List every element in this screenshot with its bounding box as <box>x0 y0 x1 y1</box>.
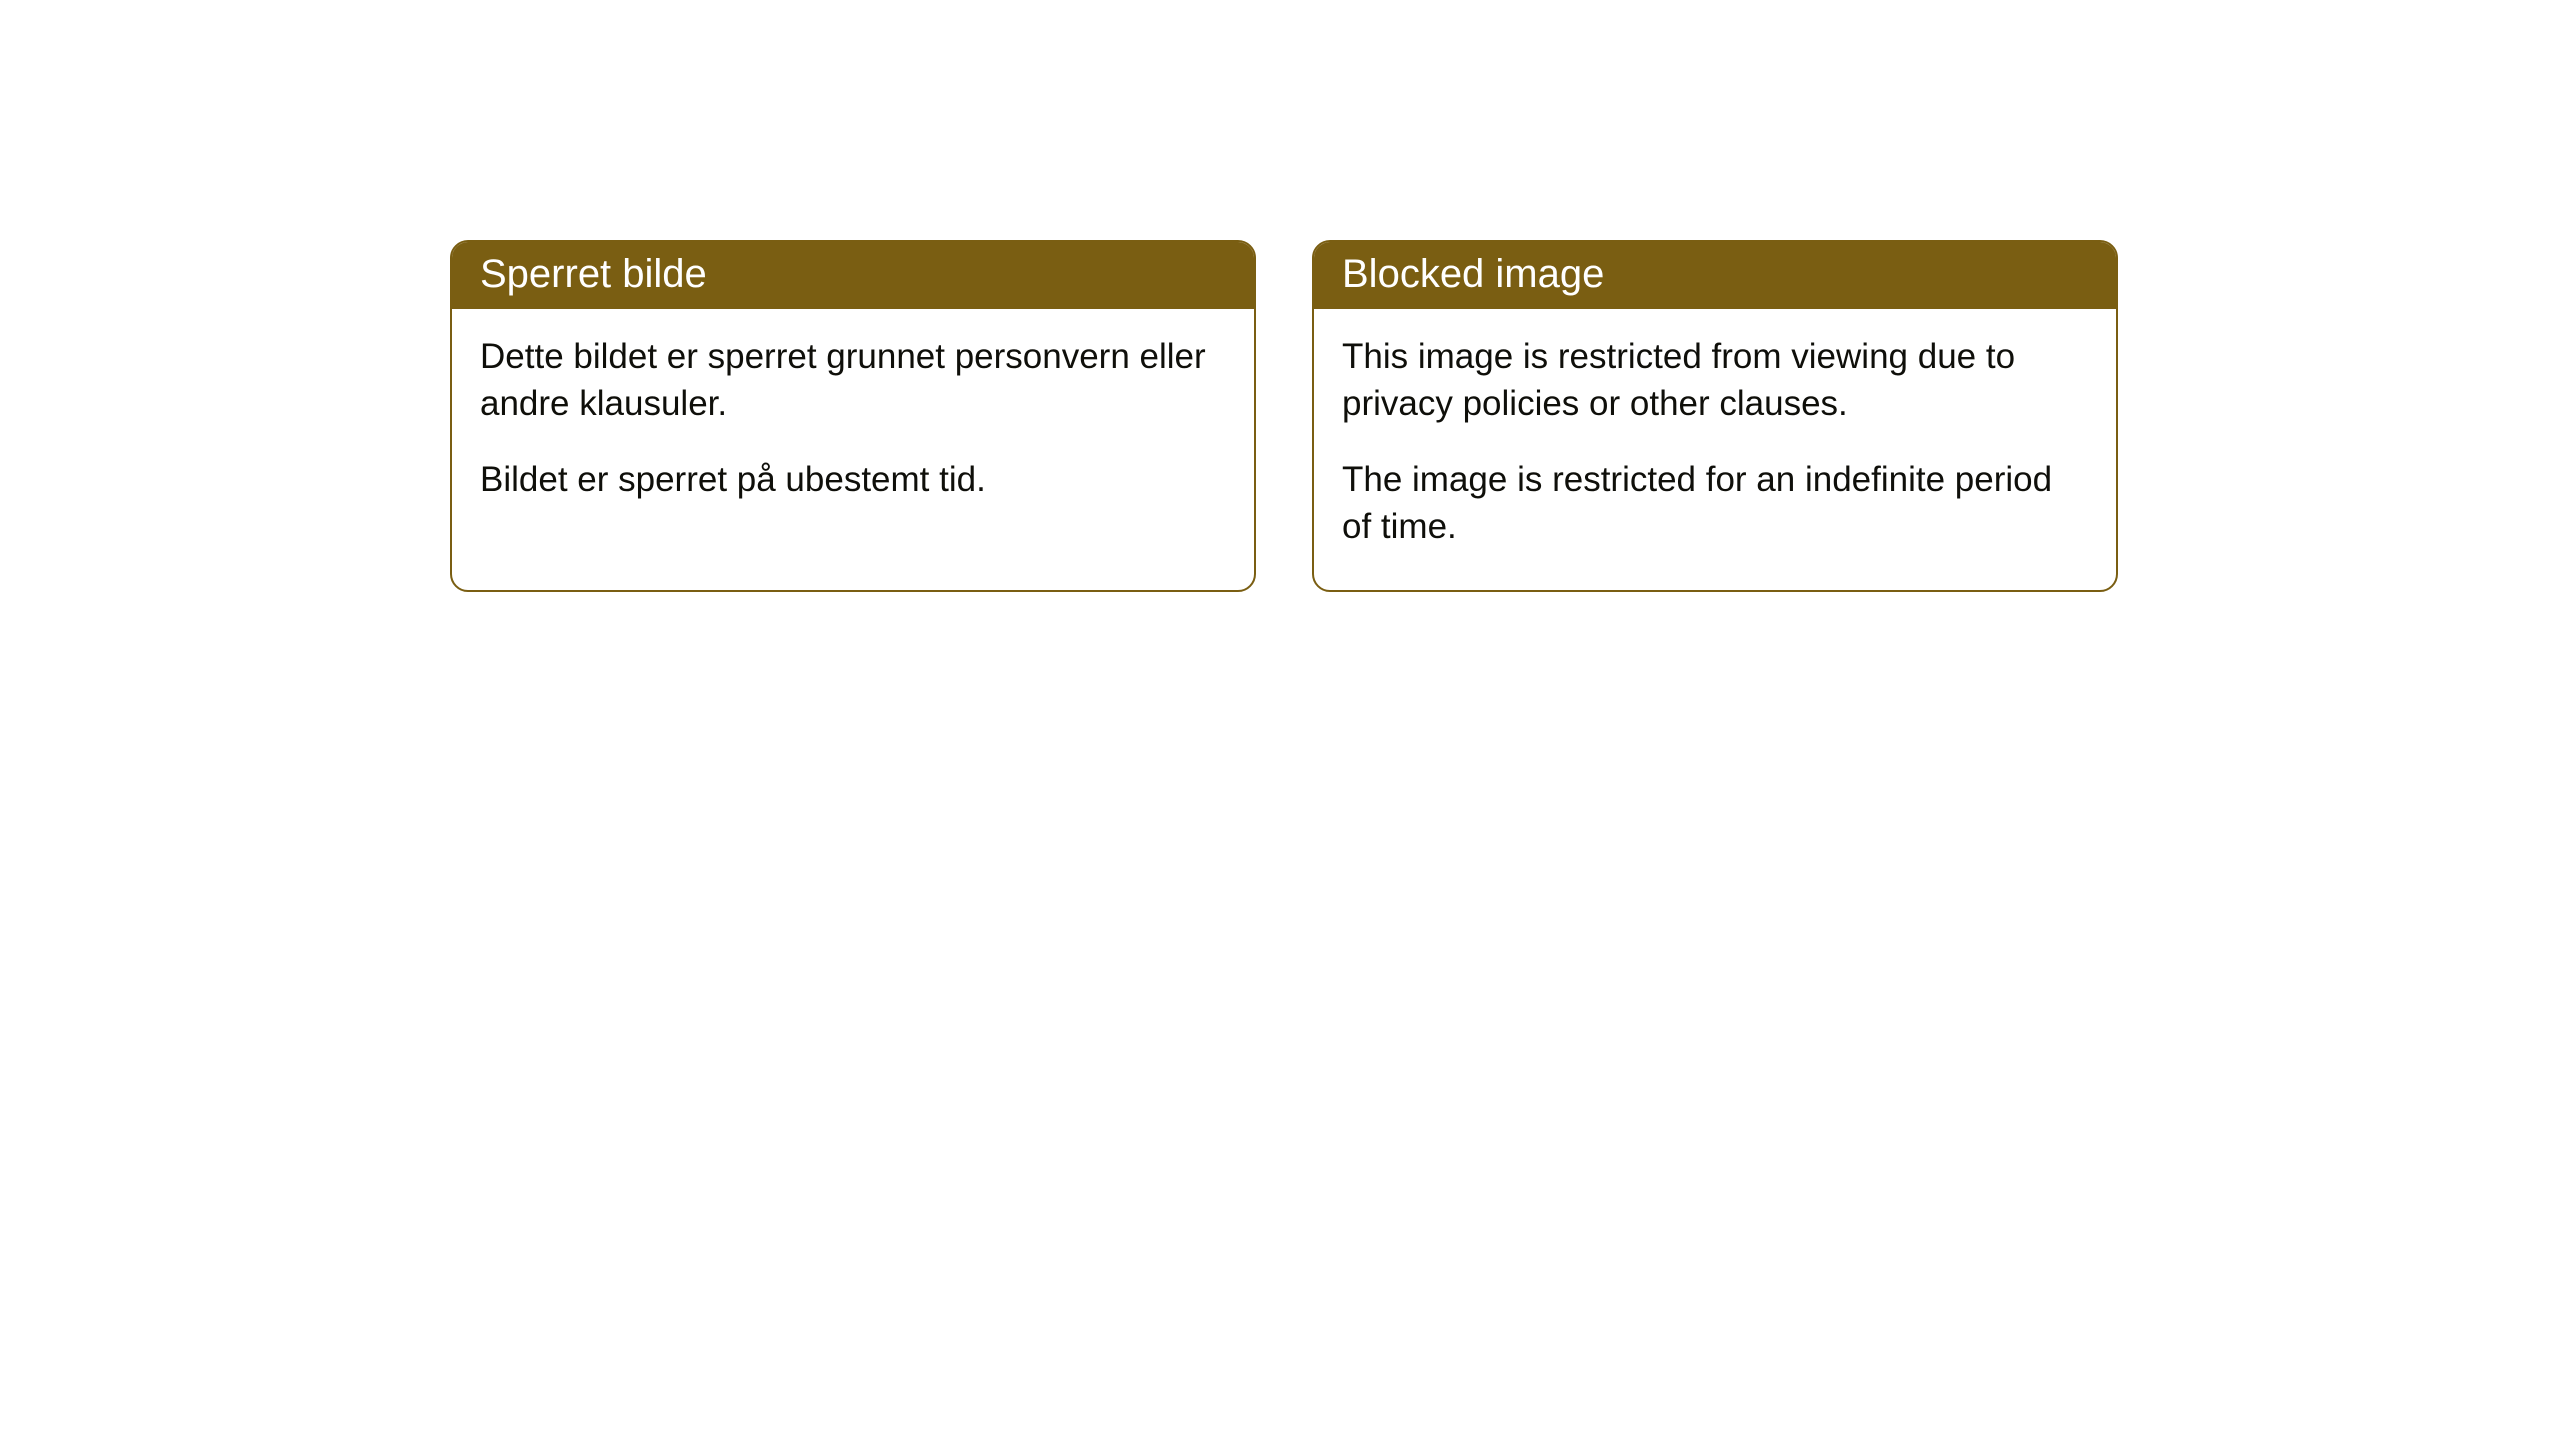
notice-header-norwegian: Sperret bilde <box>452 242 1254 309</box>
notice-header-english: Blocked image <box>1314 242 2116 309</box>
notice-para-2-english: The image is restricted for an indefinit… <box>1342 456 2088 551</box>
notice-card-norwegian: Sperret bilde Dette bildet er sperret gr… <box>450 240 1256 592</box>
notice-title-english: Blocked image <box>1342 252 1604 296</box>
notice-title-norwegian: Sperret bilde <box>480 252 707 296</box>
notice-para-1-norwegian: Dette bildet er sperret grunnet personve… <box>480 333 1226 428</box>
notice-para-2-norwegian: Bildet er sperret på ubestemt tid. <box>480 456 1226 503</box>
notice-body-english: This image is restricted from viewing du… <box>1314 309 2116 590</box>
notice-para-1-english: This image is restricted from viewing du… <box>1342 333 2088 428</box>
notice-body-norwegian: Dette bildet er sperret grunnet personve… <box>452 309 1254 543</box>
notice-card-english: Blocked image This image is restricted f… <box>1312 240 2118 592</box>
notice-container: Sperret bilde Dette bildet er sperret gr… <box>0 0 2560 592</box>
